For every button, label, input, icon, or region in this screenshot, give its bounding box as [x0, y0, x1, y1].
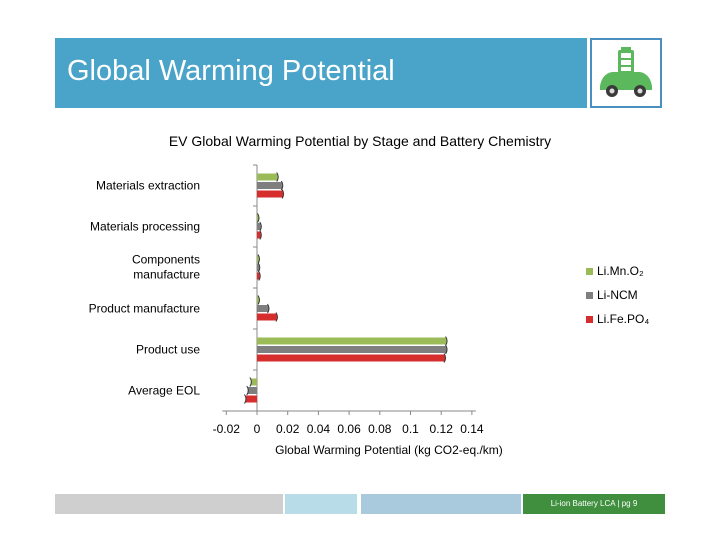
category-label: Components manufacture: [132, 253, 200, 282]
x-tick-label: 0.06: [337, 422, 361, 436]
category-label: Materials extraction: [96, 179, 200, 193]
bar: [257, 231, 261, 239]
x-tick-label: -0.02: [213, 422, 241, 436]
error-bar: [257, 254, 260, 264]
bar: [250, 378, 257, 386]
error-bar: [267, 303, 270, 314]
bar: [257, 296, 259, 304]
footer-segment: [55, 494, 283, 514]
bar: [247, 387, 257, 394]
category-label: Materials processing: [90, 220, 200, 234]
legend-label: Li.Mn.O₂: [597, 264, 644, 278]
bar: [257, 182, 283, 189]
error-bar: [244, 394, 247, 404]
error-bar: [258, 271, 261, 281]
error-bar: [249, 377, 252, 387]
x-tick-label: 0.08: [368, 422, 392, 436]
x-tick-label: 0.1: [402, 422, 419, 436]
bar: [257, 190, 284, 198]
error-bar: [276, 172, 279, 182]
category-labels: Materials extraction Materials processing…: [89, 179, 201, 398]
bar: [257, 305, 269, 312]
error-bar: [275, 312, 278, 322]
error-bar: [259, 230, 262, 240]
footer-segment: [361, 494, 521, 514]
error-bar: [257, 262, 261, 273]
category-label: Average EOL: [128, 384, 200, 398]
title-band: Global Warming Potential: [55, 38, 587, 108]
bar: [257, 272, 260, 280]
electric-car-battery-icon: [597, 44, 655, 102]
x-tick-label: 0.12: [430, 422, 454, 436]
x-ticks: -0.02 0 0.02 0.04 0.06 0.08 0.1 0.12 0.14: [213, 411, 484, 436]
error-bar: [246, 385, 249, 396]
bar: [257, 214, 259, 222]
x-tick-label: 0.04: [307, 422, 331, 436]
legend-swatch: [586, 268, 593, 275]
error-bar: [257, 295, 260, 305]
legend-swatch: [586, 292, 593, 299]
bar: [257, 173, 278, 181]
x-axis-label: Global Warming Potential (kg CO2-eq./km): [275, 443, 503, 457]
error-bar: [280, 180, 284, 191]
error-bar: [445, 344, 448, 355]
bar: [257, 255, 259, 263]
bar: [257, 337, 447, 345]
error-bar: [445, 336, 448, 346]
error-bar: [443, 353, 447, 363]
error-bar: [259, 221, 262, 232]
slide-title: Global Warming Potential: [67, 55, 395, 87]
x-tick-label: 0.02: [276, 422, 300, 436]
bar: [257, 354, 446, 362]
footer-segment: [285, 494, 357, 514]
bar: [257, 264, 260, 271]
legend: Li.Mn.O₂ Li-NCM Li.Fe.PO₄: [586, 264, 649, 326]
bars: [244, 172, 448, 404]
footer-bar: Li-ion Battery LCA | pg 9: [55, 494, 665, 514]
chart-title: EV Global Warming Potential by Stage and…: [169, 133, 551, 149]
bar: [257, 223, 261, 230]
category-label: Product use: [136, 343, 200, 357]
legend-swatch: [586, 316, 593, 323]
error-bar: [257, 213, 260, 223]
footer-text: Li-ion Battery LCA | pg 9: [523, 494, 665, 514]
bar: [257, 313, 277, 321]
logo: [590, 38, 662, 108]
bar: [257, 346, 447, 353]
bar: [245, 395, 257, 403]
legend-label: Li-NCM: [597, 288, 638, 302]
category-label: Product manufacture: [89, 302, 201, 316]
x-tick-label: 0: [254, 422, 261, 436]
error-bar: [281, 189, 285, 199]
legend-label: Li.Fe.PO₄: [597, 312, 649, 326]
x-tick-label: 0.14: [460, 422, 484, 436]
